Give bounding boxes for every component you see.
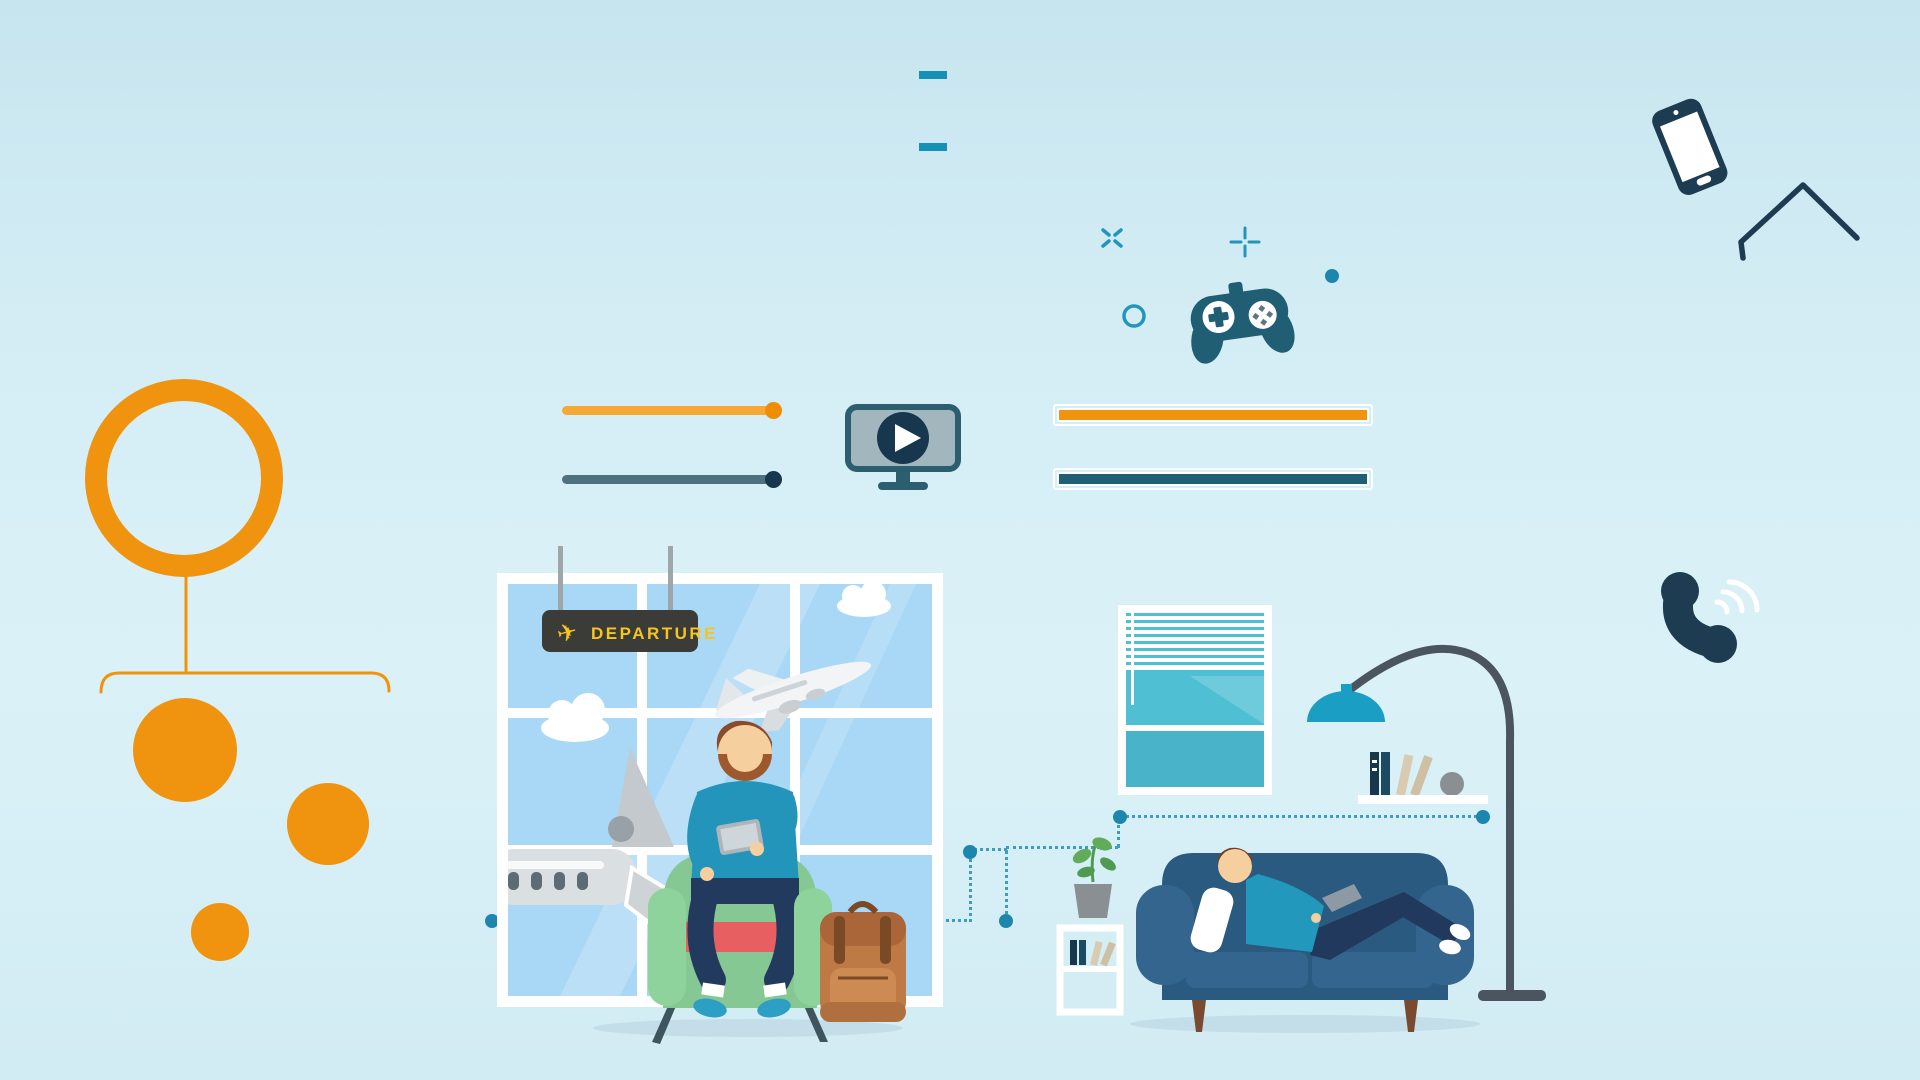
plant — [1072, 837, 1116, 918]
sign-rod — [558, 546, 563, 612]
wall-shelf — [1358, 752, 1488, 804]
dotted-path — [1005, 850, 1008, 922]
slider-knob-icon — [765, 402, 782, 419]
airport-scene: ✈ DEPARTURE — [497, 546, 943, 1044]
title-line-1 — [0, 24, 1866, 96]
side-table — [1056, 924, 1124, 1016]
dotted-path — [969, 852, 972, 922]
path-dot — [485, 914, 499, 928]
plus-sparkle-icon — [1229, 226, 1261, 258]
path-dot — [999, 914, 1013, 928]
dot-decoration — [1325, 269, 1339, 283]
stat-bundle — [1514, 336, 1520, 434]
beard — [718, 754, 772, 781]
connector-bracket — [99, 574, 391, 694]
smartphone-icon — [1652, 98, 1728, 195]
dotted-path — [1119, 815, 1483, 818]
sparkle-decorations — [1101, 226, 1339, 328]
living-room-scene — [1056, 605, 1546, 1033]
slider-fill — [562, 471, 782, 488]
departure-sign: ✈ DEPARTURE — [542, 610, 718, 652]
donut-chart-59 — [85, 379, 283, 577]
dotted-path — [1006, 846, 1118, 849]
page-title — [0, 24, 1866, 168]
gamepad-icon — [1190, 281, 1295, 364]
title-highlight-mobilfunk — [919, 71, 947, 79]
age-circle-18-29 — [133, 698, 237, 802]
title-highlight-festnetz — [919, 143, 947, 151]
floor-shadow — [1130, 1015, 1480, 1033]
sofa — [1136, 853, 1474, 1032]
donut-value — [79, 373, 289, 583]
cloud-icon — [541, 584, 891, 742]
stat-bill — [1722, 414, 1727, 492]
airplane-icon — [714, 661, 872, 733]
slider-30-49 — [562, 471, 782, 488]
hair — [716, 720, 772, 752]
donut-arc — [85, 379, 283, 577]
phone-handset-icon — [1661, 572, 1760, 663]
sign-rod — [668, 546, 673, 612]
bar-fill — [1059, 410, 1367, 420]
gaming-bar-18-29 — [1053, 404, 1373, 426]
bar-fill — [1059, 474, 1367, 484]
armrest — [648, 888, 686, 1006]
age-circle-50plus — [191, 903, 249, 961]
laptop-icon — [1322, 884, 1362, 912]
title-line-2 — [0, 96, 1866, 168]
ring-decoration — [1122, 304, 1146, 328]
slider-fill — [562, 402, 782, 419]
dsl-house-icon — [1738, 182, 1860, 261]
departure-sign-label: DEPARTURE — [591, 624, 718, 643]
dotted-path — [969, 848, 1007, 851]
backpack-icon — [820, 901, 906, 1022]
gaming-bar-30-49 — [1053, 468, 1373, 490]
age-circle-30-49 — [287, 783, 369, 865]
sock — [1439, 939, 1461, 955]
sock — [1449, 923, 1471, 941]
slider-18-29 — [562, 402, 782, 419]
window-blinds — [1118, 605, 1272, 795]
slider-knob-icon — [765, 471, 782, 488]
seated-person — [687, 720, 803, 1018]
x-sparkle-icon — [1101, 228, 1123, 248]
signal-waves-icon — [1714, 579, 1760, 615]
path-dot — [1476, 810, 1490, 824]
path-dot — [1113, 810, 1127, 824]
tv-play-icon — [845, 404, 961, 490]
lounging-person — [1190, 847, 1471, 960]
dotted-path — [1117, 818, 1120, 848]
pillow — [1190, 887, 1234, 953]
floor-lamp — [1307, 644, 1546, 1001]
floor-shadow — [593, 1019, 903, 1037]
path-dot — [963, 845, 977, 859]
